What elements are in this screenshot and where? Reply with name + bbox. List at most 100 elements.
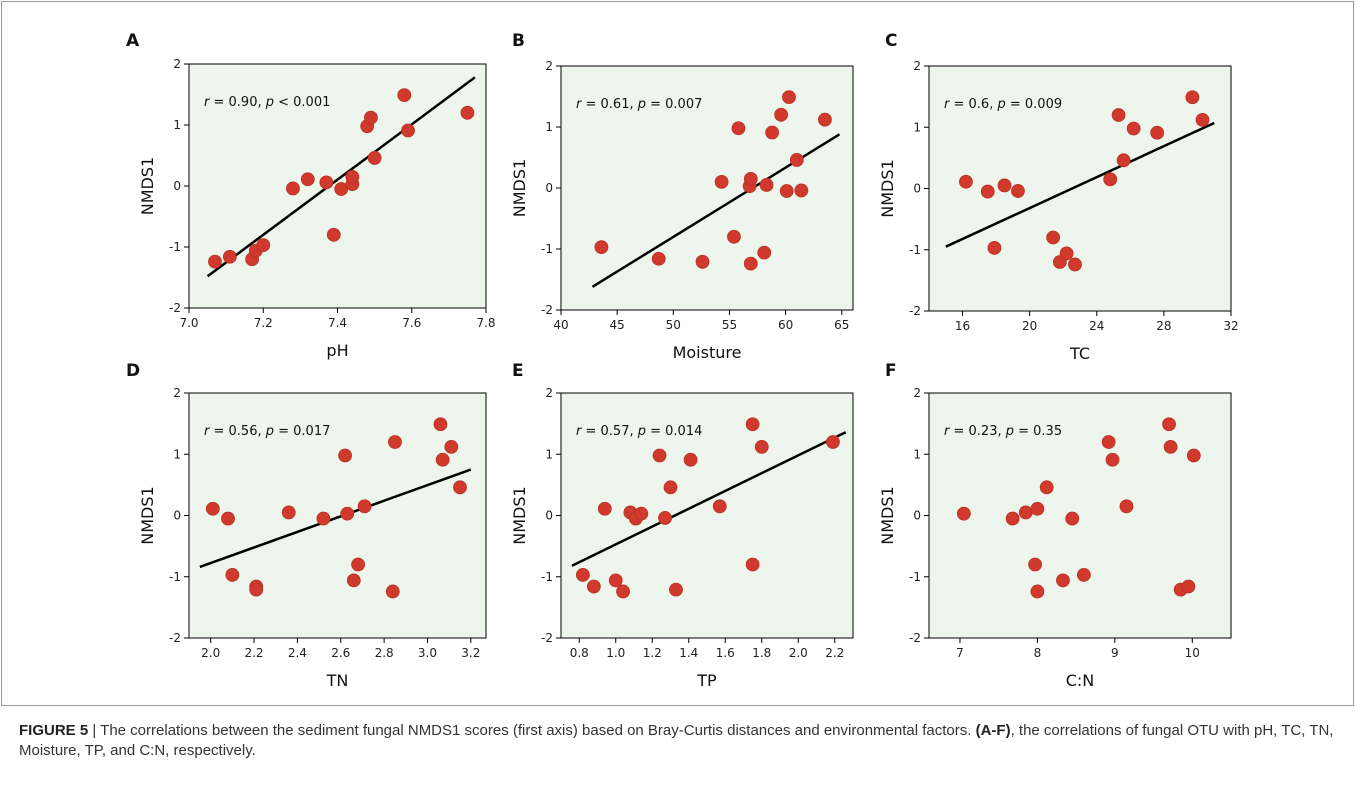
data-point	[594, 240, 609, 255]
panel-e: E -2 -1 0 1 2 0.8 1.0 1.2 1.4 1.6 1.8 2.0 2.2 TP NMDS1 r…	[510, 361, 854, 690]
data-point	[205, 501, 220, 516]
data-point	[789, 153, 804, 167]
x-tick-label: 32	[1223, 319, 1238, 333]
data-point	[1126, 121, 1141, 136]
data-point	[695, 254, 710, 269]
data-point	[743, 256, 758, 271]
data-point	[351, 557, 365, 572]
plot-area	[188, 392, 487, 639]
data-point	[1065, 511, 1080, 526]
annotation-value: = 0.017	[274, 424, 330, 439]
data-point	[997, 178, 1012, 193]
panel-letter: E	[512, 361, 524, 381]
data-point	[712, 499, 727, 514]
data-point	[397, 88, 412, 103]
data-point	[1028, 557, 1042, 572]
data-point	[745, 557, 760, 572]
data-point	[1185, 90, 1200, 105]
data-point	[208, 254, 222, 269]
x-tick-label: 8	[1034, 646, 1042, 660]
x-axis-label: TC	[1069, 344, 1090, 363]
data-point	[1039, 480, 1054, 495]
x-tick-label: 2.0	[201, 646, 220, 660]
x-tick-label: 24	[1089, 319, 1104, 333]
plot-area	[928, 392, 1232, 639]
correlation-annotation: r = 0.90, p < 0.001	[204, 95, 330, 110]
x-tick-label: 7.0	[179, 316, 198, 330]
annotation-value: = 0.90,	[209, 95, 265, 110]
x-tick-label: 7.4	[328, 316, 347, 330]
caption-text-2: , the correlations of fungal OTU with pH…	[19, 722, 1334, 759]
data-point	[433, 417, 448, 432]
data-point	[634, 506, 649, 521]
x-tick-label: 55	[722, 318, 737, 332]
data-point	[346, 573, 361, 588]
data-point	[281, 505, 296, 520]
data-point	[1056, 573, 1070, 588]
x-tick-label: 2.2	[825, 646, 844, 660]
y-tick-label: -1	[541, 242, 553, 256]
data-point	[759, 178, 774, 192]
annotation-symbol: r	[944, 97, 951, 112]
data-point	[1018, 505, 1033, 520]
annotation-value: = 0.014	[646, 424, 702, 439]
x-tick-label: 28	[1156, 319, 1171, 333]
data-point	[338, 448, 352, 463]
annotation-symbol: r	[576, 97, 583, 112]
y-tick-label: 0	[913, 182, 921, 196]
data-point	[256, 238, 271, 253]
data-point	[727, 229, 741, 244]
data-point	[286, 181, 300, 196]
data-point	[1162, 417, 1176, 432]
data-point	[608, 573, 623, 588]
data-point	[754, 439, 769, 454]
y-tick-label: 2	[173, 57, 181, 71]
y-tick-label: 2	[173, 386, 181, 400]
panel-d: D -2 -1 0 1 2 2.0 2.2 2.4 2.6 2.8 3.0 3.2 TN NMDS1 r = …	[126, 361, 487, 690]
x-tick-label: 0.8	[570, 646, 589, 660]
data-point	[401, 123, 415, 138]
regression-line	[571, 431, 847, 567]
annotation-symbol: p	[637, 97, 646, 112]
data-point	[1046, 230, 1061, 245]
annotation-value: = 0.61,	[581, 97, 637, 112]
scatter-panels: A -2 -1 0 1 2 7.0 7.2 7.4 7.6 7.8 pH NMDS1 r = 0.90, …	[126, 31, 1239, 690]
y-tick-label: 2	[545, 59, 553, 73]
y-tick-label: -1	[169, 240, 181, 254]
annotation-symbol: p	[265, 95, 274, 110]
annotation-symbol: p	[996, 97, 1005, 112]
data-point	[731, 121, 746, 136]
y-axis-label: NMDS1	[138, 486, 157, 544]
panel-letter: B	[512, 31, 525, 51]
y-tick-label: -1	[541, 570, 553, 584]
y-tick-label: 2	[913, 386, 921, 400]
data-point	[663, 480, 678, 495]
data-point	[300, 172, 315, 187]
annotation-value: = 0.007	[646, 97, 702, 112]
x-tick-label: 3.0	[418, 646, 437, 660]
annotation-symbol: r	[944, 424, 951, 439]
x-axis-label: C:N	[1066, 671, 1095, 690]
data-point	[597, 501, 612, 516]
x-axis-label: TP	[696, 671, 717, 690]
y-tick-label: 2	[913, 59, 921, 73]
data-point	[460, 105, 475, 120]
y-tick-label: 1	[913, 120, 921, 134]
data-point	[794, 183, 809, 198]
data-point	[714, 174, 729, 189]
plot-area	[560, 392, 854, 639]
data-point	[357, 499, 372, 514]
y-tick-label: -2	[169, 301, 181, 315]
data-point	[1030, 501, 1045, 516]
correlation-annotation: r = 0.61, p = 0.007	[576, 97, 702, 112]
x-tick-label: 60	[778, 318, 793, 332]
y-tick-label: 0	[545, 509, 553, 523]
y-axis-label: NMDS1	[878, 159, 897, 217]
annotation-value: = 0.35	[1014, 424, 1062, 439]
data-point	[1101, 435, 1116, 449]
data-point	[1103, 172, 1118, 187]
data-point	[221, 511, 235, 526]
x-tick-label: 2.6	[331, 646, 350, 660]
data-point	[1116, 153, 1131, 168]
